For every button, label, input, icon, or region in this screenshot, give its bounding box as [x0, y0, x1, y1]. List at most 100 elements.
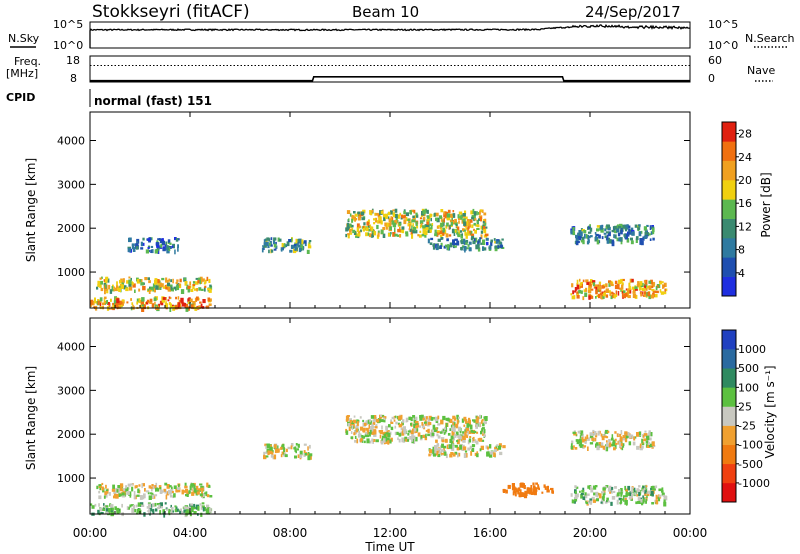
velocity-colorbar-label: Velocity [m s⁻¹] [763, 365, 777, 458]
velocity-colorbar-label-6: -500 [738, 458, 763, 471]
power-region-2 [127, 237, 180, 255]
power-colorbar-seg-7 [722, 141, 736, 161]
velocity-colorbar-label-4: -25 [738, 420, 756, 433]
power-panel-frame [89, 111, 691, 309]
velocity-colorbar-seg-2 [722, 444, 736, 465]
freq-right-tick-top: 60 [708, 54, 722, 67]
power-ylabel: Slant Range [km] [24, 158, 38, 262]
velocity-colorbar-seg-8 [722, 330, 736, 350]
noise-left-tick-top: 10^5 [53, 18, 83, 31]
power-y-axis: 1000 2000 3000 4000 [57, 135, 690, 279]
power-colorbar-label-5: 24 [738, 151, 752, 164]
power-colorbar-seg-3 [722, 218, 736, 239]
velocity-colorbar-label-5: -100 [738, 439, 763, 452]
freq-panel-frame [89, 55, 691, 83]
time-tick-label-5: 20:00 [573, 526, 608, 540]
noise-sky-line [89, 24, 691, 48]
velocity-ytick-label-1: 2000 [57, 428, 85, 441]
time-tick-label-1: 04:00 [173, 526, 208, 540]
velocity-region-1 [96, 482, 213, 500]
power-colorbar-seg-0 [722, 276, 736, 297]
date-label: 24/Sep/2017 [585, 3, 681, 21]
velocity-colorbar-label-3: 25 [738, 400, 752, 413]
velocity-colorbar-label-1: 500 [738, 362, 759, 375]
velocity-region-2 [263, 443, 313, 461]
freq-left-label-line2: [MHz] [6, 67, 38, 80]
velocity-colorbar-frame [721, 329, 737, 503]
time-axis-label: Time UT [364, 540, 415, 554]
power-region-6 [570, 278, 668, 301]
power-region-4 [345, 208, 489, 240]
noise-right-tick-bottom: 10^0 [708, 39, 738, 52]
power-colorbar-label: Power [dB] [759, 172, 773, 237]
freq-left-label-line1: Freq. [14, 55, 41, 68]
velocity-colorbar-seg-3 [722, 425, 736, 445]
power-region-7 [570, 223, 655, 247]
power-colorbar-label-0: 4 [738, 267, 745, 280]
time-tick-label-0: 00:00 [73, 526, 108, 540]
power-ytick-label-3: 4000 [57, 135, 85, 148]
power-region-0 [90, 296, 212, 312]
time-tick-label-6: 00:00 [673, 526, 708, 540]
power-colorbar-label-1: 8 [738, 244, 745, 257]
velocity-ytick-label-2: 3000 [57, 384, 85, 397]
noise-left-label: N.Sky [8, 32, 40, 45]
freq-left-tick-bottom: 8 [70, 72, 77, 85]
velocity-region-4 [428, 443, 506, 459]
time-axis: 00:00 04:00 08:00 12:00 16:00 20:00 00:00 [73, 112, 708, 540]
power-colorbar: 4 8 12 16 20 24 28 [721, 121, 752, 297]
cpid-label: CPID [6, 91, 35, 104]
power-colorbar-seg-6 [722, 160, 736, 181]
velocity-colorbar-seg-7 [722, 349, 736, 369]
time-tick-label-3: 12:00 [373, 526, 408, 540]
power-colorbar-seg-5 [722, 180, 736, 200]
power-colorbar-seg-1 [722, 257, 736, 277]
velocity-y-axis: 1000 2000 3000 4000 [57, 341, 690, 485]
velocity-region-7 [570, 429, 656, 452]
cpid-value: normal (fast) 151 [94, 94, 212, 108]
freq-right-label: Nave [747, 64, 775, 77]
velocity-region-0 [90, 502, 213, 518]
velocity-ytick-label-0: 1000 [57, 472, 85, 485]
beam-label: Beam 10 [352, 3, 419, 21]
power-colorbar-label-4: 20 [738, 174, 752, 187]
velocity-region-5 [502, 482, 554, 499]
velocity-colorbar-seg-6 [722, 368, 736, 388]
velocity-colorbar: 1000 500 100 25 -25 -100 -500 -1000 [721, 329, 770, 503]
velocity-heatmap [90, 414, 668, 518]
power-region-5 [427, 237, 505, 253]
power-colorbar-seg-2 [722, 238, 736, 258]
freq-left-tick-top: 18 [66, 54, 80, 67]
freq-right-tick-bottom: 0 [708, 72, 715, 85]
velocity-colorbar-seg-1 [722, 463, 736, 484]
power-region-3 [261, 237, 312, 254]
freq-line [90, 76, 690, 82]
velocity-colorbar-seg-5 [722, 387, 736, 407]
noise-right-label: N.Search [745, 32, 795, 45]
power-colorbar-seg-4 [722, 199, 736, 219]
power-region-1 [96, 276, 213, 295]
power-colorbar-label-2: 12 [738, 220, 752, 233]
power-colorbar-frame [721, 121, 737, 297]
time-tick-label-4: 16:00 [473, 526, 508, 540]
velocity-colorbar-seg-4 [722, 406, 736, 426]
power-colorbar-seg-8 [722, 122, 736, 142]
power-ytick-label-2: 3000 [57, 178, 85, 191]
power-colorbar-label-3: 16 [738, 197, 752, 210]
noise-right-tick-top: 10^5 [708, 18, 738, 31]
time-tick-label-2: 08:00 [273, 526, 308, 540]
velocity-ytick-label-3: 4000 [57, 341, 85, 354]
power-heatmap [90, 208, 668, 312]
power-ytick-label-1: 2000 [57, 222, 85, 235]
velocity-colorbar-label-7: -1000 [738, 477, 770, 490]
velocity-region-3 [345, 414, 488, 445]
velocity-region-6 [570, 484, 668, 507]
velocity-colorbar-seg-0 [722, 482, 736, 503]
noise-left-tick-bottom: 10^0 [53, 39, 83, 52]
velocity-colorbar-label-0: 1000 [738, 343, 766, 356]
velocity-ylabel: Slant Range [km] [24, 366, 38, 470]
radar-title: Stokkseyri (fitACF) [92, 2, 250, 22]
power-ytick-label-0: 1000 [57, 266, 85, 279]
power-colorbar-label-6: 28 [738, 128, 752, 141]
